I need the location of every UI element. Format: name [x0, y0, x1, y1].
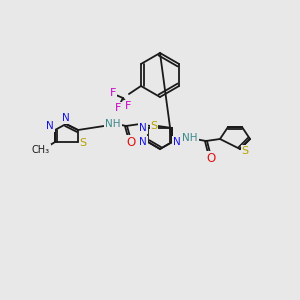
Text: F: F	[110, 88, 116, 98]
Text: N: N	[46, 121, 54, 131]
Text: N: N	[139, 137, 147, 147]
Text: F: F	[125, 101, 131, 111]
Text: CH₃: CH₃	[32, 145, 50, 155]
Text: S: S	[242, 146, 249, 156]
Text: NH: NH	[182, 133, 198, 143]
Text: CH₃: CH₃	[32, 145, 50, 155]
Text: O: O	[126, 136, 136, 148]
Text: S: S	[80, 138, 87, 148]
Text: N: N	[173, 137, 181, 147]
Text: F: F	[115, 103, 121, 113]
Text: N: N	[62, 113, 70, 123]
Text: N: N	[139, 123, 147, 133]
Text: NH: NH	[105, 119, 121, 129]
Text: S: S	[150, 121, 158, 131]
Text: O: O	[206, 152, 216, 164]
